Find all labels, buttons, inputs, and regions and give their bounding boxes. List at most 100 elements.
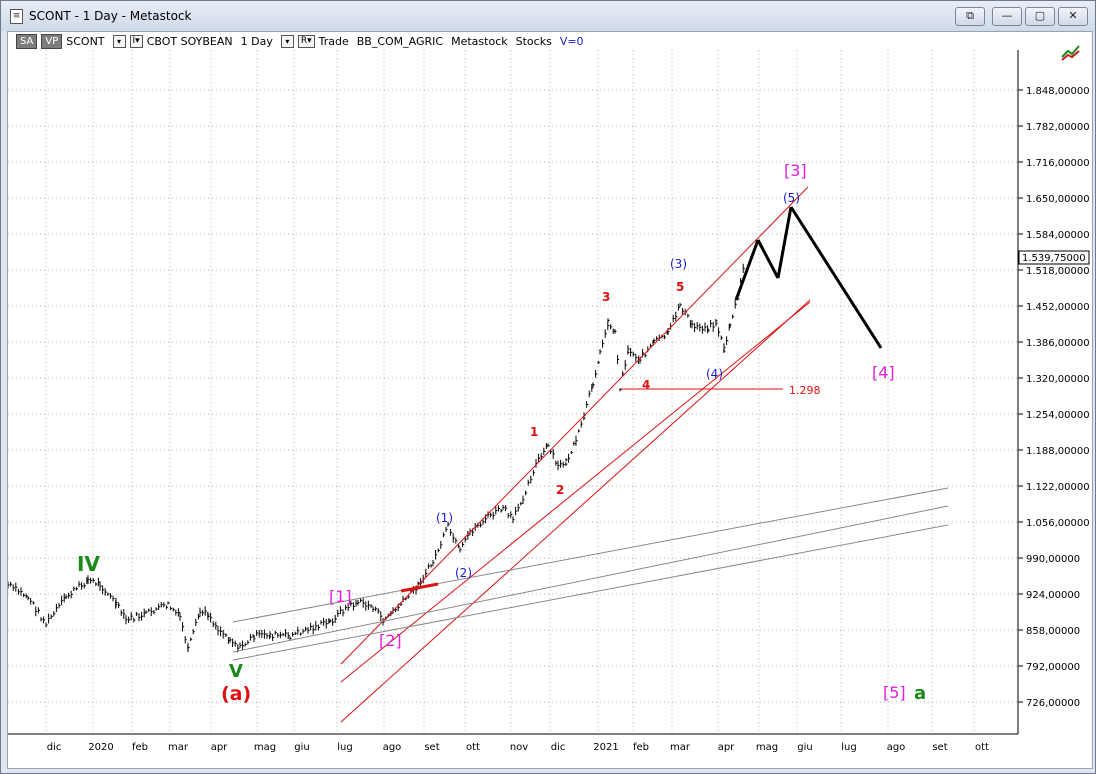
wave-label-r3: 3 bbox=[602, 290, 610, 304]
y-tick-label: 1.584,00000 bbox=[1026, 230, 1090, 241]
y-tick-label: 990,00000 bbox=[1026, 554, 1080, 565]
x-tick-label: giu bbox=[294, 742, 309, 753]
trend-line bbox=[340, 186, 809, 665]
market-label: Stocks bbox=[515, 34, 552, 48]
y-tick-label: 1.386,00000 bbox=[1026, 338, 1090, 349]
x-tick-label: set bbox=[424, 742, 439, 753]
trend-line bbox=[232, 505, 949, 653]
x-tick-label: 2020 bbox=[88, 742, 113, 753]
indicator-dropdown[interactable]: I▾ bbox=[129, 34, 143, 48]
x-tick-label: lug bbox=[337, 742, 352, 753]
y-tick-label: 1.452,00000 bbox=[1026, 302, 1090, 313]
x-tick-label: nov bbox=[510, 742, 528, 753]
wave-label-a_big: (a) bbox=[221, 683, 251, 705]
wave-label-m3: [3] bbox=[784, 161, 807, 180]
wave-label-m2: [2] bbox=[379, 631, 402, 650]
trend-line bbox=[776, 206, 793, 279]
x-tick-label: dic bbox=[47, 742, 62, 753]
document-icon: ≡ bbox=[10, 9, 23, 24]
trend-line bbox=[756, 239, 780, 279]
last-price-marker: 1.539,75000 bbox=[1018, 250, 1090, 265]
y-tick-label: 792,00000 bbox=[1026, 662, 1080, 673]
y-tick-label: 1.518,00000 bbox=[1026, 266, 1090, 277]
x-tick-label: giu bbox=[797, 742, 812, 753]
x-tick-label: dic bbox=[551, 742, 566, 753]
chart-toolbar: SA VP SCONT ▾ I▾ CBOT SOYBEAN 1 Day ▾ R▾… bbox=[16, 32, 588, 50]
x-tick-label: ago bbox=[383, 742, 402, 753]
wave-label-a_small: a bbox=[914, 683, 926, 704]
trend-line bbox=[232, 524, 949, 661]
wave-label-r5: 5 bbox=[676, 280, 684, 294]
price-series bbox=[8, 263, 745, 653]
v-value-label: V=0 bbox=[559, 34, 584, 48]
x-tick-label: mar bbox=[670, 742, 691, 753]
symbol-dropdown-icon[interactable]: ▾ bbox=[112, 34, 126, 48]
wave-label-b3: (3) bbox=[670, 257, 687, 271]
wave-label-r2: 2 bbox=[556, 483, 564, 497]
y-tick-label: 1.650,00000 bbox=[1026, 194, 1090, 205]
trend-line bbox=[340, 301, 811, 683]
wave-label-m4: [4] bbox=[872, 363, 895, 382]
trend-channels: 1.539,75000 bbox=[232, 186, 1090, 723]
minimize-button[interactable]: — bbox=[992, 7, 1022, 26]
trade-label[interactable]: Trade bbox=[318, 34, 349, 48]
chart-panel[interactable]: SA VP SCONT ▾ I▾ CBOT SOYBEAN 1 Day ▾ R▾… bbox=[7, 31, 1093, 769]
x-tick-label: 2021 bbox=[593, 742, 618, 753]
trend-line bbox=[340, 299, 811, 723]
x-tick-label: mag bbox=[254, 742, 276, 753]
chart-tools-icon[interactable] bbox=[1060, 42, 1082, 62]
period-dropdown-icon[interactable]: ▾ bbox=[280, 34, 294, 48]
y-tick-label: 726,00000 bbox=[1026, 698, 1080, 709]
x-tick-label: set bbox=[932, 742, 947, 753]
title-bar[interactable]: ≡ SCONT - 1 Day - Metastock ⧉ — ▢ ✕ bbox=[1, 1, 1095, 31]
x-tick-label: apr bbox=[211, 742, 228, 753]
y-tick-label: 924,00000 bbox=[1026, 590, 1080, 601]
y-tick-label: 1.848,00000 bbox=[1026, 86, 1090, 97]
x-tick-label: ago bbox=[887, 742, 906, 753]
last-price-label: 1.539,75000 bbox=[1022, 253, 1086, 264]
y-tick-label: 1.782,00000 bbox=[1026, 122, 1090, 133]
x-tick-label: feb bbox=[633, 742, 649, 753]
y-axis: 1.848,00000 1.782,00000 1.716,00000 1.650,0… bbox=[1017, 50, 1090, 734]
restore-window-button[interactable]: ⧉ bbox=[955, 7, 985, 26]
x-tick-label: feb bbox=[132, 742, 148, 753]
r-dropdown[interactable]: R▾ bbox=[297, 34, 315, 48]
x-tick-label: ott bbox=[466, 742, 480, 753]
y-tick-label: 858,00000 bbox=[1026, 626, 1080, 637]
wave-label-IV: IV bbox=[77, 552, 100, 576]
y-tick-label: 1.254,00000 bbox=[1026, 410, 1090, 421]
wave-label-r4: 4 bbox=[642, 378, 650, 392]
window-title: SCONT - 1 Day - Metastock bbox=[29, 9, 192, 23]
x-tick-label: mag bbox=[756, 742, 778, 753]
trend-line bbox=[400, 582, 439, 593]
vp-button[interactable]: VP bbox=[41, 33, 63, 49]
wave-label-b5: (5) bbox=[783, 191, 800, 205]
y-tick-label: 1.716,00000 bbox=[1026, 158, 1090, 169]
price-chart[interactable]: 1.848,00000 1.782,00000 1.716,00000 1.650,0… bbox=[8, 32, 1092, 768]
symbol-label: SCONT bbox=[66, 34, 105, 48]
x-tick-label: ott bbox=[975, 742, 989, 753]
wave-label-m5: [5] bbox=[883, 683, 906, 702]
sa-button[interactable]: SA bbox=[16, 33, 38, 49]
wave-label-r1: 1 bbox=[530, 425, 538, 439]
x-tick-label: lug bbox=[841, 742, 856, 753]
level-label: 1.298 bbox=[789, 384, 821, 397]
y-tick-label: 1.320,00000 bbox=[1026, 374, 1090, 385]
trend-line bbox=[232, 487, 949, 623]
y-tick-label: 1.122,00000 bbox=[1026, 482, 1090, 493]
maximize-button[interactable]: ▢ bbox=[1025, 7, 1055, 26]
x-axis: dic 2020 feb mar apr mag giu lug ago set ott nov dic… bbox=[8, 733, 1018, 753]
y-tick-label: 1.188,00000 bbox=[1026, 446, 1090, 457]
chart-grid bbox=[8, 50, 1018, 734]
wave-label-m1: [1] bbox=[329, 587, 352, 606]
y-tick-label: 1.056,00000 bbox=[1026, 518, 1090, 529]
wave-label-b4: (4) bbox=[706, 367, 723, 381]
close-button[interactable]: ✕ bbox=[1058, 7, 1088, 26]
x-tick-label: apr bbox=[718, 742, 735, 753]
trend-line bbox=[734, 239, 760, 301]
wave-label-b2: (2) bbox=[455, 566, 472, 580]
wave-label-b1: (1) bbox=[436, 511, 453, 525]
wave-label-V: V bbox=[229, 661, 243, 682]
trend-line bbox=[789, 206, 883, 349]
